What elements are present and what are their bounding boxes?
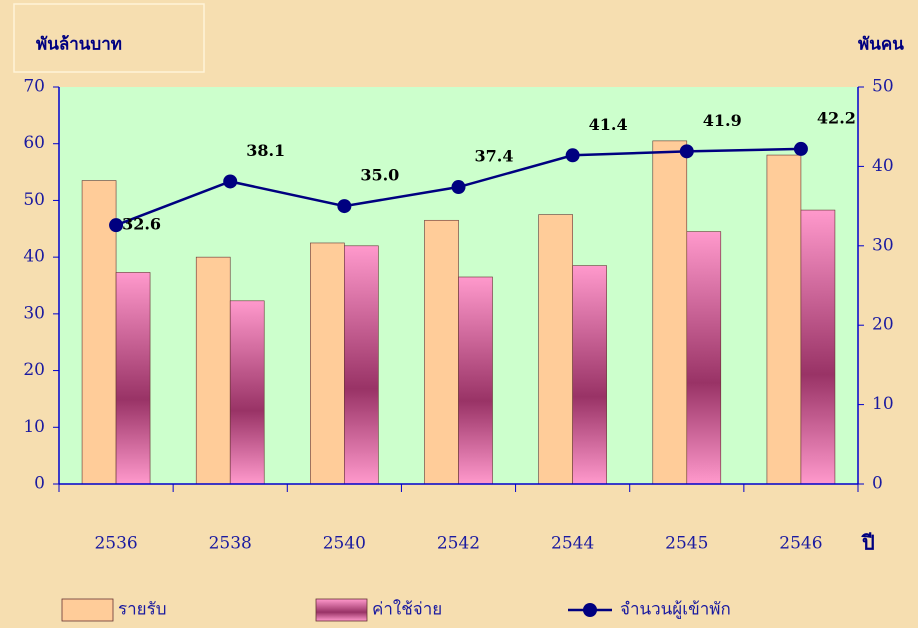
- line-point: [337, 199, 352, 214]
- y2-axis-label: พันคน: [858, 35, 904, 55]
- y2-tick-label: 30: [872, 235, 894, 255]
- y2-tick-label: 0: [872, 474, 883, 494]
- bar: [686, 231, 722, 485]
- bar: [458, 276, 493, 485]
- data-label: 32.6: [122, 215, 161, 234]
- x-tick-label: 2536: [94, 534, 137, 554]
- legend-label: รายรับ: [118, 600, 167, 620]
- legend-label: ค่าใช้จ่าย: [372, 599, 442, 620]
- legend-marker: [583, 603, 597, 617]
- y-tick-label: 50: [23, 190, 45, 210]
- y2-tick-label: 10: [872, 394, 894, 414]
- data-label: 41.4: [589, 115, 628, 134]
- x-tick-label: 2542: [437, 534, 480, 554]
- y2-tick-label: 20: [872, 315, 894, 335]
- bar: [195, 256, 231, 485]
- bar: [652, 140, 688, 485]
- data-label: 35.0: [360, 166, 399, 185]
- y2-tick-label: 50: [872, 77, 894, 97]
- y-tick-label: 20: [23, 360, 45, 380]
- y2-tick-label: 40: [872, 156, 894, 176]
- bar: [344, 245, 379, 485]
- y-tick-label: 70: [23, 77, 45, 97]
- x-tick-label: 2538: [209, 534, 252, 554]
- bar: [229, 300, 265, 485]
- x-tick-label: 2540: [323, 534, 366, 554]
- data-label: 41.9: [703, 111, 742, 130]
- legend-label: จำนวนผู้เข้าพัก: [620, 600, 731, 620]
- line-point: [793, 141, 808, 156]
- data-label: 38.1: [246, 141, 285, 160]
- bar: [538, 214, 573, 485]
- label-box: [13, 3, 205, 73]
- bar: [572, 265, 607, 485]
- bar: [766, 154, 802, 485]
- line-point: [109, 218, 124, 233]
- y-tick-label: 0: [34, 474, 45, 494]
- bar: [81, 180, 117, 485]
- bar: [310, 242, 345, 485]
- bar: [800, 209, 836, 485]
- line-point: [223, 174, 238, 189]
- legend-swatch: [61, 598, 114, 622]
- legend-swatch: [315, 598, 368, 622]
- data-label: 37.4: [475, 147, 514, 166]
- data-label: 42.2: [817, 108, 856, 127]
- y-tick-label: 30: [23, 303, 45, 323]
- x-axis-label: ปี: [861, 531, 875, 555]
- y-axis-label: พันล้านบาท: [36, 35, 122, 55]
- x-tick-label: 2545: [665, 534, 708, 554]
- x-tick-label: 2544: [551, 534, 594, 554]
- line-point: [565, 148, 580, 163]
- x-tick-label: 2546: [779, 534, 822, 554]
- line-point: [679, 144, 694, 159]
- bar: [424, 219, 459, 485]
- line-point: [451, 180, 466, 195]
- bar: [115, 272, 151, 485]
- y-tick-label: 10: [23, 417, 45, 437]
- y-tick-label: 40: [23, 247, 45, 267]
- y-tick-label: 60: [23, 133, 45, 153]
